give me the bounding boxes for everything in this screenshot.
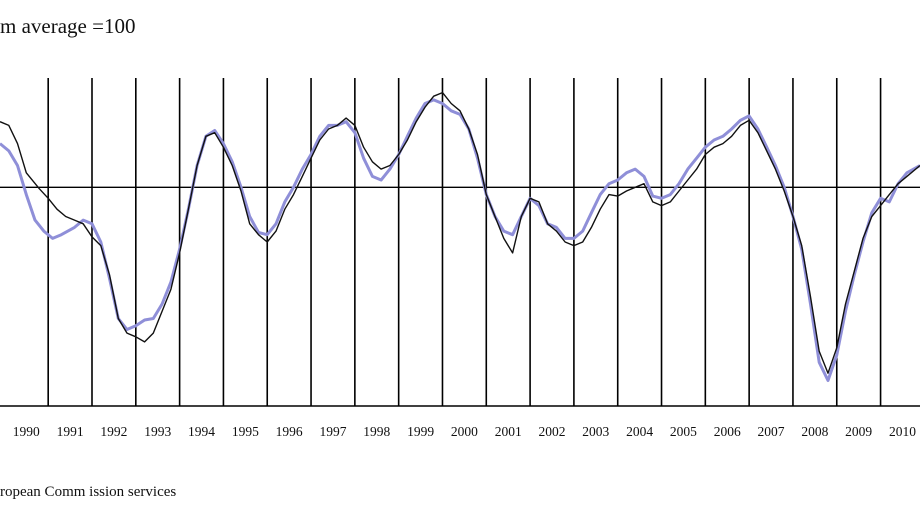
x-tick-label: 2010 <box>889 424 916 439</box>
x-tick-label: 2007 <box>758 424 785 439</box>
x-tick-label: 1995 <box>232 424 259 439</box>
x-tick-label: 2009 <box>845 424 872 439</box>
x-tick-label: 1991 <box>57 424 84 439</box>
x-tick-label: 1994 <box>188 424 215 439</box>
x-tick-label: 2005 <box>670 424 697 439</box>
x-tick-label: 2000 <box>451 424 478 439</box>
x-tick-label: 2004 <box>626 424 653 439</box>
x-tick-label: 2008 <box>801 424 828 439</box>
x-tick-label: 1999 <box>407 424 434 439</box>
series-line-blue <box>0 98 920 382</box>
chart-subtitle: m average =100 <box>0 14 136 38</box>
x-tick-label: 1996 <box>276 424 303 439</box>
x-tick-label: 2003 <box>582 424 609 439</box>
series-line-black <box>0 91 920 374</box>
x-tick-labels: 1990 1991 1992 1993 1994 1995 1996 1997 1998 1999… <box>13 424 916 439</box>
x-tick-label: 2001 <box>495 424 522 439</box>
x-tick-label: 2006 <box>714 424 741 439</box>
x-tick-label: 2002 <box>539 424 566 439</box>
x-tick-label: 1993 <box>144 424 171 439</box>
source-note: ropean Comm ission services <box>0 484 177 500</box>
x-tick-label: 1997 <box>319 424 346 439</box>
x-tick-label: 1990 <box>13 424 40 439</box>
series-group <box>0 91 920 382</box>
x-tick-label: 1998 <box>363 424 390 439</box>
x-tick-label: 1992 <box>100 424 127 439</box>
